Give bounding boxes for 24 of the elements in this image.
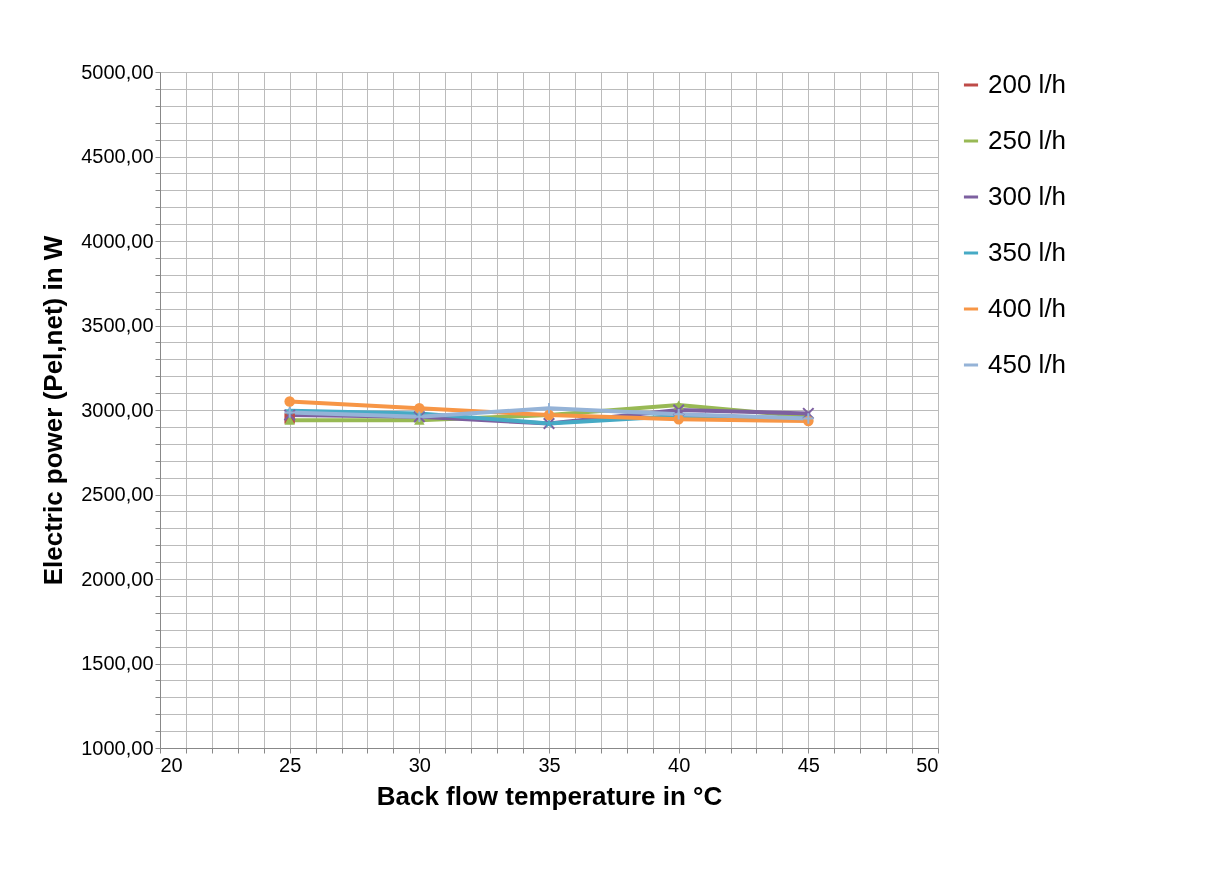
y-axis-title: Electric power (Pel,net) in W	[38, 235, 69, 586]
legend-label: 300 l/h	[988, 181, 1067, 211]
legend-label: 450 l/h	[988, 349, 1067, 379]
legend-label: 350 l/h	[988, 237, 1067, 267]
y-tick-label: 3500,00	[81, 314, 154, 336]
y-tick-label: 3000,00	[81, 398, 154, 421]
x-tick-label: 50	[916, 753, 939, 776]
y-tick-label: 4500,00	[81, 145, 154, 167]
legend-label: 400 l/h	[988, 293, 1067, 323]
x-tick-label: 30	[408, 753, 431, 776]
x-tick-label: 20	[160, 753, 183, 776]
y-tick-label: 1500,00	[81, 652, 154, 674]
x-axis-title: Back flow temperature in °C	[376, 780, 723, 811]
legend-label: 250 l/h	[988, 125, 1067, 155]
y-tick-label: 4000,00	[81, 229, 154, 252]
x-tick-label: 25	[279, 753, 302, 776]
x-tick-label: 35	[538, 753, 561, 776]
y-tick-label: 2500,00	[81, 483, 154, 505]
legend-label: 200 l/h	[988, 69, 1067, 99]
x-tick-label: 45	[797, 753, 820, 776]
y-tick-label: 5000,00	[81, 60, 154, 83]
y-tick-label: 1000,00	[81, 736, 154, 759]
y-tick-label: 2000,00	[81, 567, 154, 590]
x-tick-label: 40	[668, 753, 691, 776]
